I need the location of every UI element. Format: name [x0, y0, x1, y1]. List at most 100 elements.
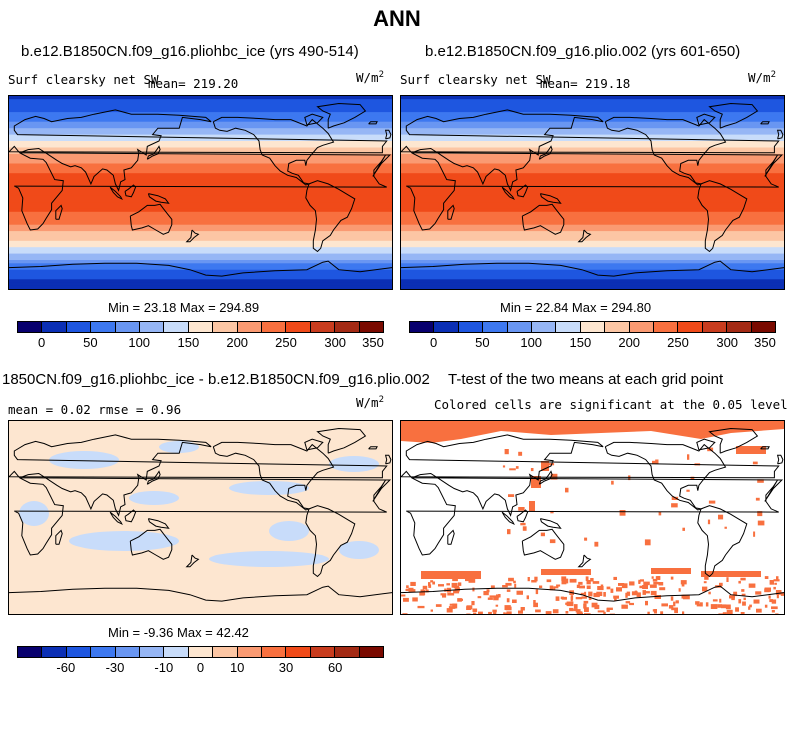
significant-cell: [764, 588, 770, 593]
significant-cell: [636, 592, 641, 597]
heatmap-band: [401, 102, 784, 107]
coastline: [501, 511, 515, 526]
significant-cell: [655, 459, 659, 464]
significant-cell: [652, 609, 656, 612]
significant-cell: [764, 604, 768, 608]
heatmap-band: [9, 285, 392, 289]
colorbar-swatch: [359, 647, 384, 657]
significant-cell: [515, 466, 519, 469]
coastline: [55, 204, 63, 220]
significant-cell: [569, 607, 574, 612]
significant-cell: [596, 591, 603, 596]
panel2-title: b.e12.B1850CN.f09_g16.plio.002 (yrs 601-…: [425, 43, 741, 60]
significant-cell: [503, 612, 506, 614]
colorbar-swatch: [410, 322, 435, 332]
significant-cell: [675, 600, 679, 604]
heatmap-band: [9, 182, 392, 187]
significant-cell: [707, 519, 711, 525]
heatmap-band: [9, 237, 392, 242]
heatmap-band: [401, 134, 784, 139]
coastline: [539, 518, 562, 529]
heatmap-band: [401, 144, 784, 149]
significant-region: [736, 446, 766, 454]
significant-cell: [650, 590, 657, 596]
heatmap-band: [401, 108, 784, 113]
significant-cell: [408, 588, 412, 593]
heatmap-band: [401, 192, 784, 197]
significant-cell: [748, 583, 756, 588]
heatmap-band: [401, 244, 784, 248]
significant-cell: [561, 580, 567, 585]
significant-cell: [586, 580, 591, 585]
significant-cell: [430, 580, 434, 583]
significant-cell: [493, 612, 497, 614]
significant-cell: [687, 454, 690, 460]
panel1-title: b.e12.B1850CN.f09_g16.pliohbc_ice (yrs 4…: [21, 43, 359, 60]
significant-region: [701, 571, 761, 577]
coastline: [447, 529, 455, 545]
colorbar-tick-label: 300: [716, 335, 739, 350]
coastline: [760, 446, 770, 450]
significant-cell: [629, 602, 634, 606]
significant-cell: [756, 608, 762, 613]
heatmap-band: [9, 240, 392, 245]
coastline: [55, 529, 63, 545]
significant-cell: [583, 600, 589, 604]
significant-cell: [757, 511, 763, 517]
colorbar-tick-label: 30: [278, 660, 294, 675]
significant-cell: [402, 613, 408, 614]
significant-cell: [743, 597, 746, 601]
heatmap-band: [401, 195, 784, 200]
coastline: [538, 470, 553, 485]
colorbar-tick-label: 10: [229, 660, 245, 675]
significant-cell: [753, 531, 756, 537]
heatmap-band: [401, 157, 784, 161]
significant-cell: [573, 608, 578, 612]
significant-cell: [565, 578, 569, 584]
significant-cell: [652, 578, 658, 582]
significant-cell: [569, 578, 577, 583]
significant-cell: [702, 586, 708, 592]
colorbar-swatch: [91, 647, 116, 657]
significant-cell: [606, 586, 611, 590]
significant-cell: [513, 580, 516, 584]
colorbar-swatch: [237, 322, 263, 332]
significant-cell: [757, 479, 764, 483]
colorbar-swatch: [188, 647, 214, 657]
significant-cell: [442, 594, 447, 598]
heatmap-band: [401, 234, 784, 239]
heatmap-band: [401, 141, 784, 145]
significant-cell: [444, 588, 447, 592]
colorbar-swatch: [237, 647, 263, 657]
coastline: [124, 184, 137, 198]
heatmap-band: [9, 99, 392, 103]
significant-cell: [577, 611, 583, 614]
significant-cell: [565, 611, 569, 614]
heatmap-band: [401, 253, 784, 258]
coastline: [109, 511, 123, 526]
colorbar-swatch: [629, 322, 655, 332]
significant-cell: [507, 529, 511, 535]
significant-cell: [533, 602, 538, 608]
significant-cell: [658, 582, 664, 586]
heatmap-band: [401, 147, 784, 152]
significant-cell: [504, 449, 509, 455]
significant-cell: [493, 596, 499, 601]
significant-cell: [502, 585, 508, 588]
significant-cell: [733, 591, 738, 597]
significant-cell: [550, 510, 554, 514]
significant-cell: [412, 597, 418, 602]
colorbar-swatch: [140, 322, 165, 332]
heatmap-band: [401, 163, 784, 168]
heatmap-band: [401, 205, 784, 210]
panel3-colorbar: [17, 646, 384, 658]
heatmap-band: [401, 118, 784, 123]
coastline: [604, 116, 727, 186]
coastline: [129, 203, 173, 235]
significant-cell: [526, 595, 529, 600]
panel1-units: W/m2: [356, 70, 384, 86]
significant-cell: [586, 585, 591, 589]
colorbar-tick-label: 0: [429, 335, 438, 350]
coastline: [316, 102, 367, 129]
significant-cell: [533, 600, 536, 604]
